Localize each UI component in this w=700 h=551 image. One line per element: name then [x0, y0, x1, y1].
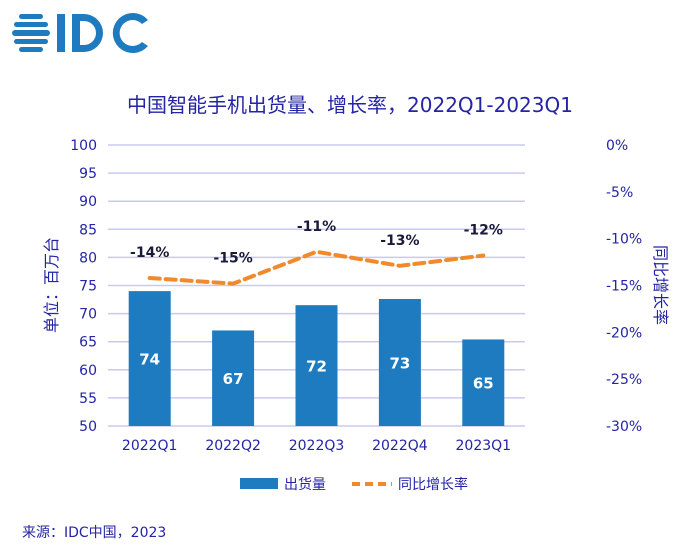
y2-tick-label: 0% [606, 138, 628, 154]
bar [295, 305, 338, 426]
y2-axis-label: 同比增长率 [651, 245, 670, 325]
line-data-label: -12% [464, 223, 503, 239]
y-tick-label: 70 [79, 307, 97, 323]
legend-bar-label: 出货量 [284, 476, 326, 493]
x-tick-label: 2022Q4 [372, 438, 428, 454]
y2-tick-label: -10% [606, 232, 642, 248]
line-data-label: -15% [213, 251, 252, 267]
bar-data-label: 73 [389, 354, 410, 372]
source-note: 来源：IDC中国，2023 [22, 525, 167, 541]
y2-tick-label: -5% [606, 185, 633, 201]
x-tick-label: 2022Q2 [205, 438, 261, 454]
y-tick-label: 80 [79, 250, 97, 266]
y-tick-label: 65 [79, 335, 97, 351]
growth-line [147, 249, 486, 286]
line-data-label: -13% [380, 233, 419, 249]
legend-line-label: 同比增长率 [398, 476, 468, 493]
bar [128, 291, 171, 426]
y-tick-label: 90 [79, 194, 97, 210]
y2-tick-label: -15% [606, 279, 642, 295]
bar-data-label: 74 [139, 351, 160, 369]
line-data-label: -14% [130, 245, 169, 261]
y-tick-label: 95 [79, 166, 97, 182]
bar [462, 339, 505, 426]
y-tick-label: 50 [79, 419, 97, 435]
y-tick-label: 60 [79, 363, 97, 379]
y-tick-label: 85 [79, 222, 97, 238]
y-axis-label: 单位：百万台 [42, 237, 61, 333]
line-data-label: -11% [297, 219, 336, 235]
bar-data-label: 72 [306, 358, 327, 376]
y-tick-label: 75 [79, 279, 97, 295]
y-tick-label: 55 [79, 391, 97, 407]
bar-data-label: 67 [223, 370, 244, 388]
chart-title: 中国智能手机出货量、增长率，2022Q1-2023Q1 [127, 93, 573, 117]
x-tick-label: 2022Q3 [289, 438, 345, 454]
idc-logo [12, 13, 148, 54]
y2-tick-label: -25% [606, 372, 642, 388]
legend-bar-swatch [240, 478, 278, 489]
y2-tick-label: -20% [606, 325, 642, 341]
y-tick-label: 100 [70, 138, 97, 154]
bar [378, 298, 421, 426]
y2-tick-label: -30% [606, 419, 642, 435]
x-tick-label: 2022Q1 [122, 438, 178, 454]
x-tick-label: 2023Q1 [456, 438, 512, 454]
bar-data-label: 65 [473, 375, 494, 393]
bar [212, 330, 255, 426]
